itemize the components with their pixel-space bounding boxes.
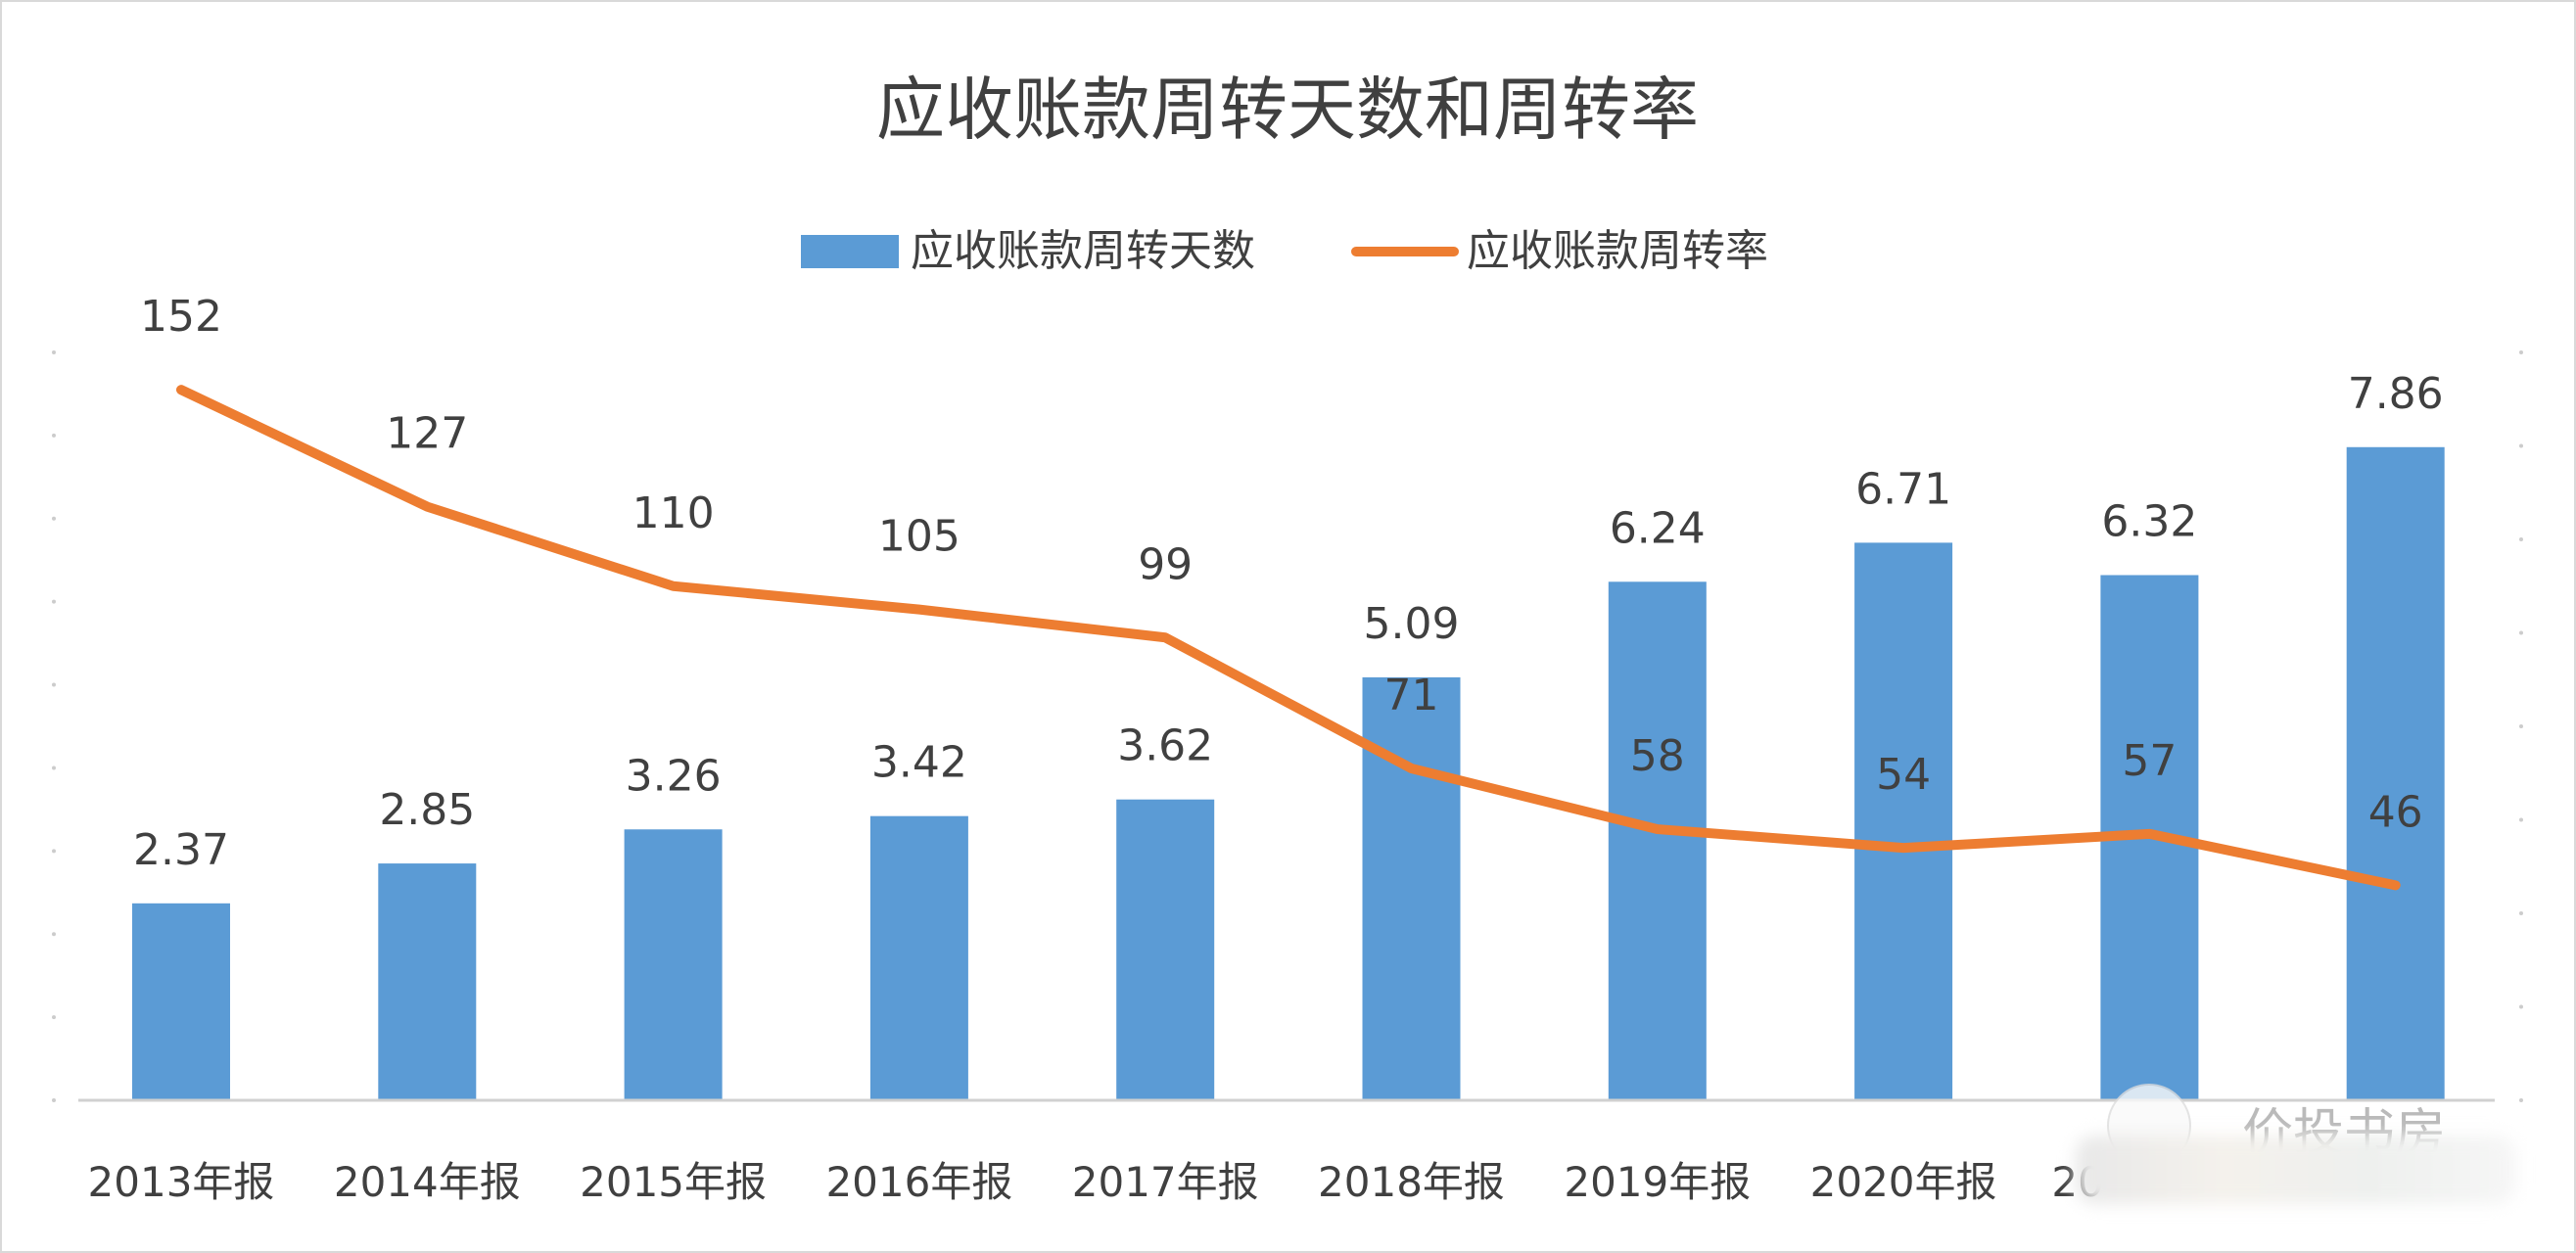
bar-series: 2.37 2.85 3.26 3.42 3.62 5.09 6.24 6.71 6.32 7.86 [132,369,2445,1101]
right-axis-tick [2519,724,2523,728]
legend-label-bar: 应收账款周转天数 [911,226,1255,276]
x-axis-category-label: 2018年报 [1318,1158,1505,1206]
left-axis-tick [52,350,56,354]
line-path [176,385,2401,891]
bar [378,863,477,1100]
bar [132,903,230,1100]
left-axis-tick [52,849,56,854]
x-axis-category-label: 2020年报 [1810,1158,1997,1206]
bar [2346,446,2445,1101]
bar [1854,542,1953,1100]
bar-data-label: 2.37 [133,825,229,875]
left-axis-tick [52,599,56,604]
bar-data-label: 3.42 [871,738,967,788]
legend-bar-swatch [801,235,899,268]
bar-data-label: 6.32 [2101,497,2197,547]
blurred-region [2076,1136,2516,1204]
bar [1116,799,1215,1100]
left-axis-tick [52,932,56,937]
left-axis-tick [52,1098,56,1102]
chart-title: 应收账款周转天数和周转率 [876,70,1699,150]
x-axis-category-label: 2015年报 [580,1158,767,1206]
bar [624,829,723,1100]
bar-data-label: 7.86 [2348,369,2444,419]
x-axis-labels: 2013年报 2014年报 2015年报 2016年报 2017年报 2018年报 2019… [88,1158,2104,1206]
right-axis-tick [2519,443,2523,448]
line-data-label: 57 [2122,736,2177,786]
bar-data-label: 3.26 [626,751,722,801]
bar-data-label: 6.24 [1610,503,1706,553]
right-axis-tick [2519,817,2523,822]
bar [869,815,968,1100]
right-axis-tick [2519,1098,2523,1102]
bar [1608,581,1707,1100]
line-data-label: 127 [386,409,468,459]
line-data-label: 99 [1138,539,1193,589]
bar-data-label: 2.85 [379,785,475,835]
left-axis-tick [52,433,56,438]
line-data-label: 46 [2368,787,2423,837]
bar [1362,676,1461,1100]
line-data-label: 105 [878,512,960,562]
left-axis-tick [52,516,56,521]
right-axis-tick [2519,1004,2523,1009]
axis-ticks [52,350,2523,1102]
bar-data-label: 6.71 [1855,464,1951,514]
legend: 应收账款周转天数 应收账款周转率 [801,226,1768,276]
bar-data-label: 5.09 [1364,599,1460,649]
x-axis-category-label: 2014年报 [334,1158,521,1206]
x-axis-category-label: 2019年报 [1564,1158,1751,1206]
right-axis-tick [2519,537,2523,541]
line-data-label: 71 [1384,671,1439,720]
line-series: 152 127 110 105 99 71 58 54 57 46 [140,292,2423,891]
left-axis-tick [52,682,56,687]
right-axis-tick [2519,630,2523,635]
left-axis-tick [52,766,56,770]
x-axis-category-label: 2013年报 [88,1158,275,1206]
right-axis-tick [2519,350,2523,354]
line-data-label: 110 [632,488,715,538]
bar-data-label: 3.62 [1117,721,1213,771]
line-data-label: 54 [1876,750,1931,800]
legend-label-line: 应收账款周转率 [1467,226,1768,276]
left-axis-tick [52,1015,56,1020]
line-data-label: 58 [1630,731,1685,781]
right-axis-tick [2519,911,2523,915]
x-axis-category-label: 2017年报 [1072,1158,1259,1206]
line-data-label: 152 [140,292,222,342]
x-axis-category-label: 2016年报 [825,1158,1012,1206]
